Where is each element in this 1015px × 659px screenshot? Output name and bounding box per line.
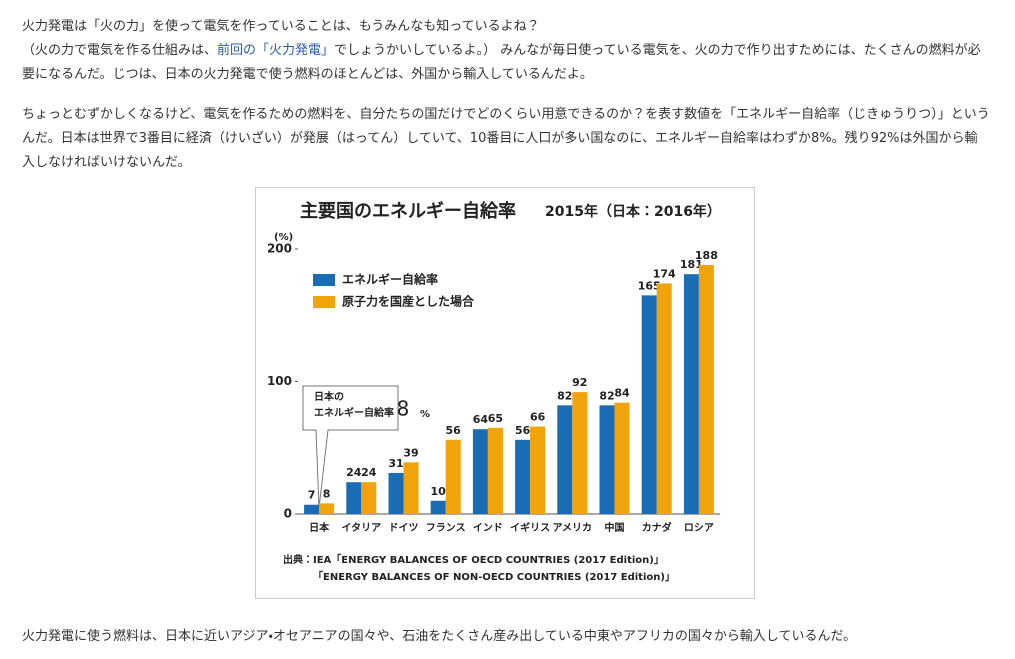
bar	[530, 426, 546, 514]
chart-title: 主要国のエネルギー自給率	[300, 200, 516, 222]
value-label: 56	[446, 424, 462, 437]
source: 「ENERGY BALANCES OF NON-OECD COUNTRIES (…	[313, 570, 675, 583]
value-label: 8	[323, 487, 331, 500]
callout-text: 日本の	[314, 390, 344, 403]
y-tick-label: 200	[267, 242, 292, 256]
intro-paragraph: 火力発電は「火の力」を使って電気を作っていることは、もうみんなも知っているよね？…	[22, 15, 990, 87]
y-tick-label: 0	[284, 507, 292, 521]
bar	[445, 439, 461, 514]
x-tick-label: ロシア	[684, 522, 714, 534]
bar	[487, 427, 503, 514]
bar	[656, 283, 672, 514]
y-unit: (%)	[274, 232, 293, 243]
value-label: 82	[557, 389, 572, 402]
chart-subtitle: 2015年（日本：2016年）	[545, 203, 721, 220]
value-label: 56	[515, 424, 531, 437]
bar	[361, 482, 377, 514]
x-tick-label: 日本	[309, 521, 330, 534]
bar	[346, 482, 362, 514]
value-label: 31	[388, 457, 403, 470]
legend-swatch	[313, 274, 335, 286]
bar	[403, 462, 419, 514]
link[interactable]: 前回の「火力発電」	[217, 43, 335, 58]
value-label: 7	[308, 489, 316, 502]
bar	[472, 429, 488, 514]
text: （火の力で電気を作る仕組みは、	[22, 43, 218, 58]
source: 出典：IEA「ENERGY BALANCES OF OECD COUNTRIES…	[283, 553, 664, 566]
y-tick-label: 100	[267, 374, 292, 388]
bar	[572, 392, 588, 514]
x-tick-label: 中国	[605, 521, 625, 534]
bar	[641, 295, 657, 514]
paragraph: 火力発電に使う燃料は、日本に近いアジア・オセアニアの国々や、石油をたくさん産み出…	[22, 629, 857, 644]
callout-unit: %	[420, 409, 430, 420]
x-tick-label: フランス	[426, 522, 466, 534]
bar	[698, 264, 714, 514]
value-label: 66	[530, 411, 546, 424]
x-tick-label: ドイツ	[389, 522, 419, 534]
value-label: 84	[614, 387, 630, 400]
bar	[683, 274, 699, 514]
callout-value: 8	[397, 397, 410, 421]
value-label: 181	[680, 258, 703, 271]
text: でしょうかいしているよ。） みんなが毎日使っている電気を、火の力で作り出すために…	[22, 43, 981, 82]
x-tick-label: アメリカ	[553, 522, 593, 534]
value-label: 174	[653, 267, 676, 280]
value-label: 24	[346, 466, 362, 479]
text: 火力発電は「火の力」を使って電気を作っていることは、もうみんなも知っているよね？	[22, 19, 540, 34]
bar	[388, 472, 404, 514]
callout-box	[302, 385, 399, 509]
x-tick-label: イギリス	[510, 521, 550, 534]
value-label: 188	[695, 249, 718, 262]
bar	[304, 504, 320, 514]
bar	[614, 402, 630, 514]
bar	[557, 405, 573, 514]
value-label: 82	[599, 389, 614, 402]
value-label: 10	[431, 485, 447, 498]
paragraph: ちょっとむずかしくなるけど、電気を作るための燃料を、自分たちの国だけでどのくらい…	[22, 107, 990, 170]
value-label: 92	[572, 376, 587, 389]
value-label: 39	[403, 446, 418, 459]
legend-swatch	[313, 296, 335, 308]
legend-label: 原子力を国産とした場合	[342, 294, 475, 309]
value-label: 165	[638, 279, 661, 292]
bar	[319, 503, 335, 514]
value-label: 24	[361, 466, 377, 479]
bar	[430, 500, 446, 514]
value-label: 65	[488, 412, 503, 425]
value-label: 64	[473, 413, 489, 426]
x-tick-label: イタリア	[341, 522, 381, 534]
x-tick-label: カナダ	[642, 521, 672, 534]
bar	[599, 405, 615, 514]
bar	[515, 439, 531, 514]
legend-label: エネルギー自給率	[342, 272, 438, 287]
x-tick-label: インド	[473, 522, 503, 534]
callout-text: エネルギー自給率	[314, 406, 394, 419]
